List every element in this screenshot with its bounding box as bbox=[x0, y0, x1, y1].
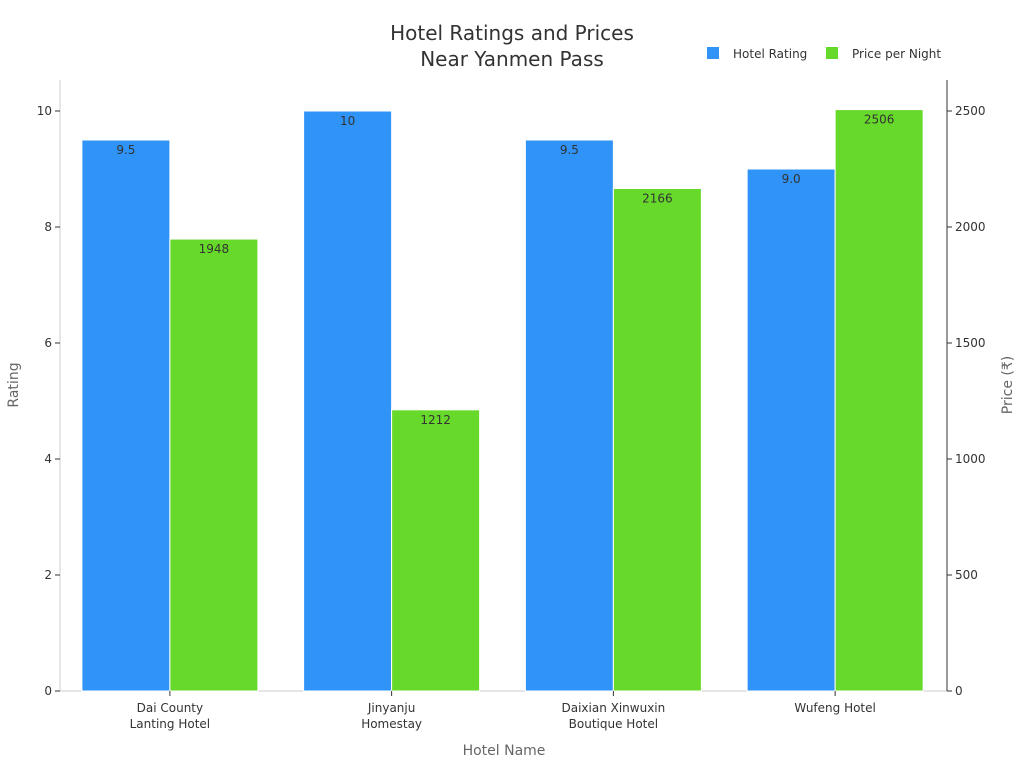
bar-price bbox=[612, 187, 702, 692]
data-label-rating: 9.5 bbox=[560, 143, 579, 157]
legend-label-rating: Hotel Rating bbox=[733, 47, 807, 61]
y-tick-label: 4 bbox=[44, 452, 52, 466]
data-label-price: 1212 bbox=[420, 413, 451, 427]
data-label-rating: 9.0 bbox=[782, 172, 801, 186]
bar-price bbox=[834, 109, 924, 692]
x-tick-label: Daixian Xinwuxin bbox=[561, 701, 665, 715]
data-label-rating: 10 bbox=[340, 114, 355, 128]
chart-title-line-1: Hotel Ratings and Prices bbox=[390, 21, 634, 45]
bar-price bbox=[169, 238, 259, 692]
y2-tick-label: 0 bbox=[955, 684, 963, 698]
data-label-price: 1948 bbox=[199, 242, 230, 256]
legend-swatch-rating bbox=[707, 47, 719, 59]
y2-tick-label: 1500 bbox=[955, 336, 986, 350]
bar-rating bbox=[746, 168, 836, 692]
x-tick-label: Dai County bbox=[137, 701, 203, 715]
chart-title-line-2: Near Yanmen Pass bbox=[420, 47, 604, 71]
x-tick-label: Jinyanju bbox=[367, 701, 415, 715]
bar-rating bbox=[81, 139, 171, 692]
y2-axis-label: Price (₹) bbox=[1000, 356, 1016, 414]
x-axis-label: Hotel Name bbox=[463, 743, 546, 759]
y-tick-label: 8 bbox=[44, 220, 52, 234]
data-label-rating: 9.5 bbox=[116, 143, 135, 157]
y2-tick-label: 2500 bbox=[955, 104, 986, 118]
y-tick-label: 6 bbox=[44, 336, 52, 350]
y-tick-label: 2 bbox=[44, 568, 52, 582]
x-tick-label: Boutique Hotel bbox=[569, 717, 658, 731]
legend-label-price: Price per Night bbox=[852, 47, 941, 61]
plot-area: 0 2 4 6 8 10 0 500 1000 1500 2000 2500 9.5 1948 Dai Co… bbox=[37, 80, 986, 731]
y-axis-label: Rating bbox=[6, 362, 22, 407]
bar-price bbox=[391, 409, 481, 692]
y2-tick-label: 1000 bbox=[955, 452, 986, 466]
bar-rating bbox=[524, 139, 614, 692]
data-label-price: 2166 bbox=[642, 191, 673, 205]
data-label-price: 2506 bbox=[864, 113, 895, 127]
x-tick-label: Lanting Hotel bbox=[130, 717, 211, 731]
y2-tick-label: 500 bbox=[955, 568, 978, 582]
y-tick-label: 10 bbox=[37, 104, 52, 118]
legend: Hotel Rating Price per Night bbox=[707, 47, 941, 61]
x-tick-label: Homestay bbox=[361, 717, 422, 731]
y-tick-label: 0 bbox=[44, 684, 52, 698]
bar-rating bbox=[303, 110, 393, 692]
y2-tick-label: 2000 bbox=[955, 220, 986, 234]
legend-swatch-price bbox=[826, 47, 838, 59]
x-tick-label: Wufeng Hotel bbox=[794, 701, 875, 715]
